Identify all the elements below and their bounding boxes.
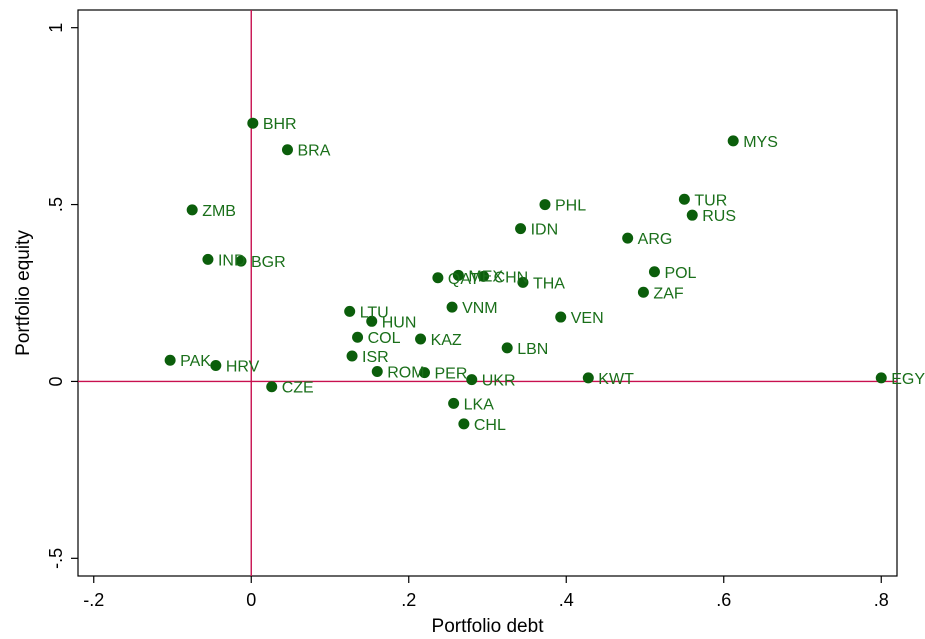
data-point-arg xyxy=(622,232,634,244)
data-label-zmb: ZMB xyxy=(202,203,236,220)
x-tick-label: .8 xyxy=(874,590,889,610)
data-point-lbn xyxy=(501,342,513,354)
data-point-col xyxy=(352,331,364,343)
data-label-ukr: UKR xyxy=(482,373,516,390)
data-point-mex xyxy=(452,269,464,281)
data-point-vnm xyxy=(446,301,458,313)
data-label-pol: POL xyxy=(664,265,696,282)
data-label-zaf: ZAF xyxy=(653,285,683,302)
data-point-phl xyxy=(539,199,551,211)
data-label-isr: ISR xyxy=(362,349,389,366)
data-label-ind: IND xyxy=(218,252,246,269)
data-label-lbn: LBN xyxy=(517,341,548,358)
data-point-bgr xyxy=(235,255,247,267)
data-label-phl: PHL xyxy=(555,198,586,215)
data-point-ltu xyxy=(344,305,356,317)
data-label-tha: THA xyxy=(533,275,565,292)
data-label-idn: IDN xyxy=(531,222,559,239)
data-point-mys xyxy=(727,135,739,147)
y-tick-label: .5 xyxy=(46,197,66,212)
data-point-zaf xyxy=(637,286,649,298)
data-label-per: PER xyxy=(435,366,468,383)
x-tick-label: .4 xyxy=(559,590,574,610)
data-label-rus: RUS xyxy=(702,208,736,225)
data-point-zmb xyxy=(186,204,198,216)
y-tick-label: 0 xyxy=(46,376,66,386)
plot-frame xyxy=(77,9,898,577)
x-axis-title: Portfolio debt xyxy=(432,616,545,637)
data-point-pak xyxy=(164,354,176,366)
data-label-hrv: HRV xyxy=(226,359,260,376)
data-label-bhr: BHR xyxy=(263,116,297,133)
data-label-bgr: BGR xyxy=(251,254,286,271)
data-point-egy xyxy=(875,372,887,384)
axis-ticks: -.2 0 .2 .4 .6 .8 -.5 0 .5 1 xyxy=(46,23,889,610)
data-point-pol xyxy=(648,266,660,278)
data-label-cze: CZE xyxy=(282,380,314,397)
data-label-vnm: VNM xyxy=(462,300,498,317)
data-label-lka: LKA xyxy=(464,396,495,413)
data-point-qat xyxy=(432,272,444,284)
data-point-ven xyxy=(555,311,567,323)
data-point-ukr xyxy=(466,374,478,386)
x-tick-label: .6 xyxy=(716,590,731,610)
data-point-rom xyxy=(371,366,383,378)
data-point-hrv xyxy=(210,360,222,372)
data-point-cze xyxy=(266,381,278,393)
y-tick-label: -.5 xyxy=(46,548,66,569)
data-label-ltu: LTU xyxy=(360,304,389,321)
data-label-qat: QAT xyxy=(448,271,480,288)
data-label-chl: CHL xyxy=(474,417,506,434)
data-points xyxy=(164,117,887,430)
data-label-hun: HUN xyxy=(382,314,417,331)
x-tick-label: 0 xyxy=(246,590,256,610)
plot-frame-layer xyxy=(77,9,898,577)
data-point-kaz xyxy=(415,333,427,345)
data-point-rus xyxy=(686,209,698,221)
data-point-lka xyxy=(448,397,460,409)
data-label-chn: CHN xyxy=(494,269,529,286)
data-label-ven: VEN xyxy=(571,310,604,327)
data-point-hun xyxy=(366,315,378,327)
data-label-kaz: KAZ xyxy=(431,332,462,349)
data-label-egy: EGY xyxy=(891,371,925,388)
data-label-arg: ARG xyxy=(638,231,673,248)
reference-lines xyxy=(78,10,897,576)
data-point-kwt xyxy=(582,372,594,384)
data-point-tur xyxy=(678,193,690,205)
y-axis-title: Portfolio equity xyxy=(13,230,34,356)
x-tick-label: -.2 xyxy=(83,590,104,610)
data-label-kwt: KWT xyxy=(598,371,634,388)
x-tick-label: .2 xyxy=(401,590,416,610)
data-point-per xyxy=(419,367,430,379)
data-point-tha xyxy=(517,276,529,288)
data-label-mys: MYS xyxy=(743,134,778,151)
data-point-bhr xyxy=(247,117,259,129)
y-tick-label: 1 xyxy=(46,23,66,33)
data-label-bra: BRA xyxy=(297,143,330,160)
data-label-mex: MEX xyxy=(468,268,503,285)
data-point-idn xyxy=(515,223,527,235)
data-label-pak: PAK xyxy=(180,353,211,370)
data-point-chn xyxy=(478,270,490,282)
data-point-ind xyxy=(202,253,214,265)
data-label-col: COL xyxy=(368,330,401,347)
data-point-bra xyxy=(281,144,293,156)
data-point-chl xyxy=(458,418,470,430)
data-label-tur: TUR xyxy=(694,192,727,209)
data-label-rom: ROM xyxy=(387,365,424,382)
data-point-isr xyxy=(346,350,358,362)
